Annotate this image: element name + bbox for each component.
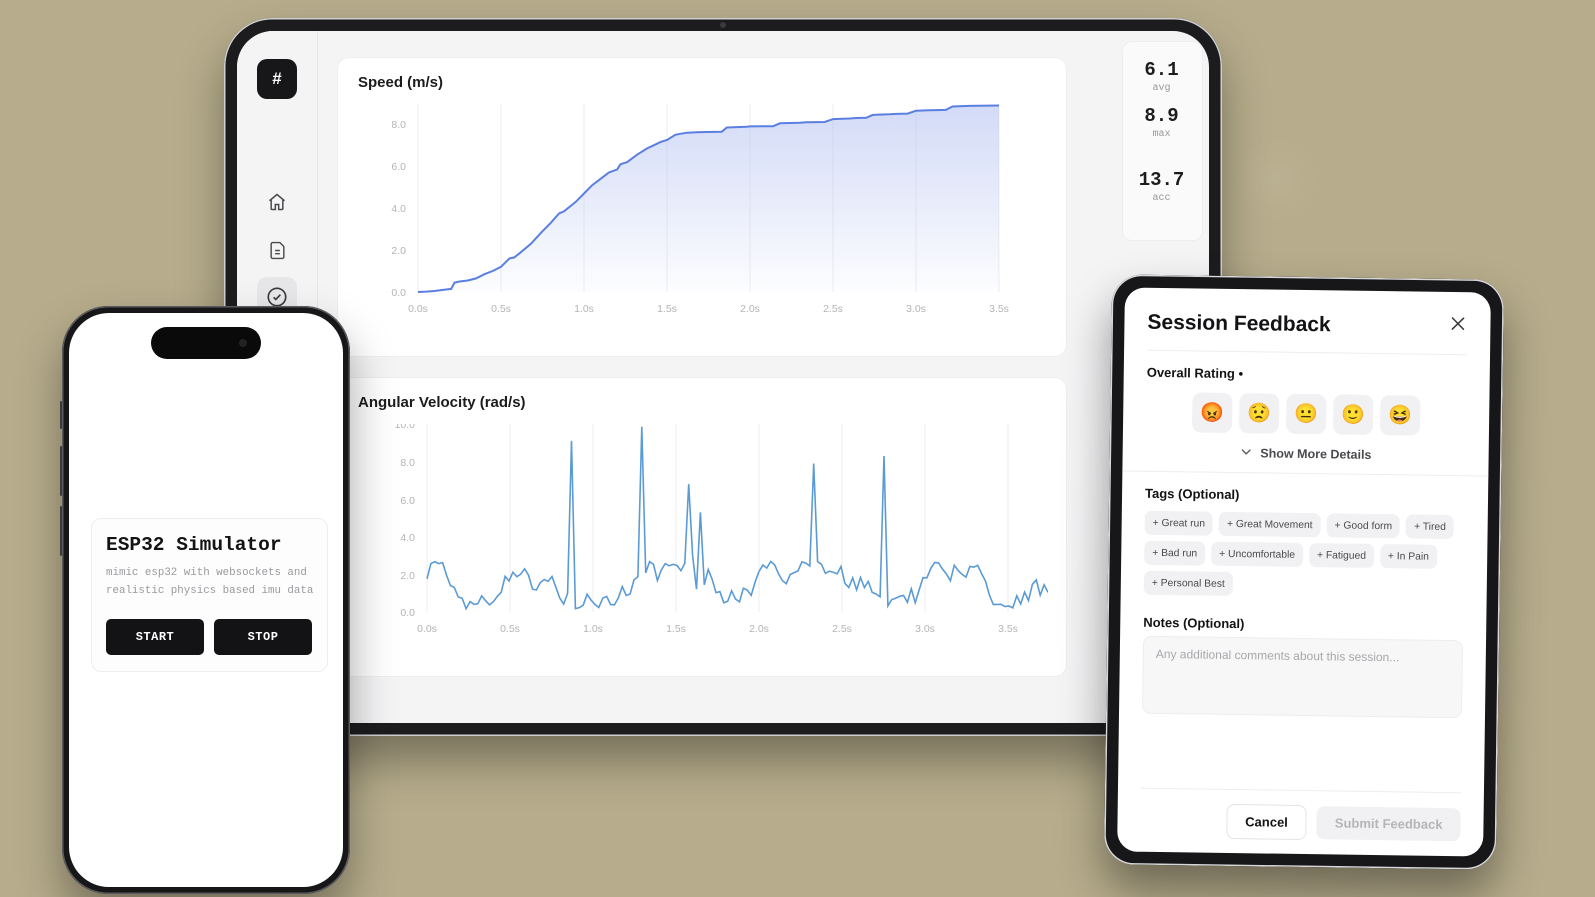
svg-text:3.0s: 3.0s: [915, 623, 935, 635]
svg-text:4.0: 4.0: [400, 532, 415, 544]
svg-text:1.5s: 1.5s: [657, 303, 677, 315]
svg-text:1.5s: 1.5s: [666, 623, 686, 635]
svg-text:2.5s: 2.5s: [832, 623, 852, 635]
svg-text:6.0: 6.0: [400, 495, 415, 507]
svg-text:1.0s: 1.0s: [583, 623, 603, 635]
svg-text:6.0: 6.0: [391, 161, 406, 173]
svg-text:0.0s: 0.0s: [417, 623, 437, 635]
svg-text:3.5s: 3.5s: [989, 303, 1009, 315]
svg-text:3.0s: 3.0s: [906, 303, 926, 315]
svg-text:10.0: 10.0: [395, 424, 416, 431]
svg-text:2.0: 2.0: [400, 570, 415, 582]
svg-text:4.0: 4.0: [391, 203, 406, 215]
svg-text:2.0s: 2.0s: [740, 303, 760, 315]
svg-text:8.0: 8.0: [391, 119, 406, 131]
svg-text:0.5s: 0.5s: [491, 303, 511, 315]
svg-text:0.0s: 0.0s: [408, 303, 428, 315]
svg-text:0.5s: 0.5s: [500, 623, 520, 635]
svg-text:2.5s: 2.5s: [823, 303, 843, 315]
svg-text:0.0: 0.0: [391, 287, 406, 299]
svg-text:8.0: 8.0: [400, 457, 415, 469]
svg-text:1.0s: 1.0s: [574, 303, 594, 315]
svg-text:2.0: 2.0: [391, 245, 406, 257]
svg-text:3.5s: 3.5s: [998, 623, 1018, 635]
svg-text:2.0s: 2.0s: [749, 623, 769, 635]
svg-text:0.0: 0.0: [400, 607, 415, 619]
